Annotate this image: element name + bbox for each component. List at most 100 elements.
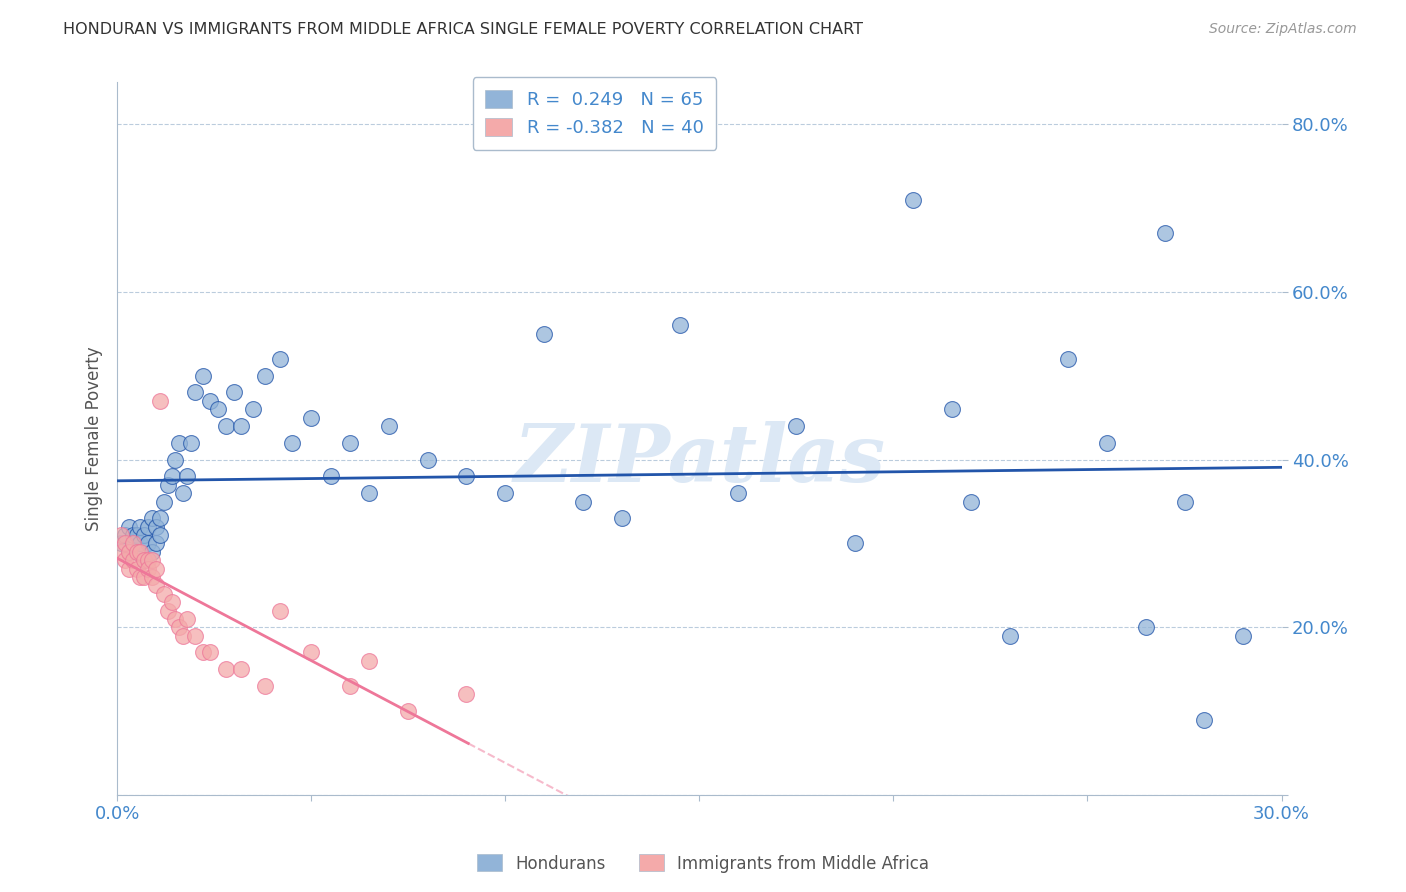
- Point: [269, 351, 291, 366]
- Point: [359, 654, 381, 668]
- Point: [110, 528, 132, 542]
- Point: [359, 486, 381, 500]
- Point: [152, 494, 174, 508]
- Point: [184, 385, 207, 400]
- Point: [1154, 226, 1177, 240]
- Legend: Hondurans, Immigrants from Middle Africa: Hondurans, Immigrants from Middle Africa: [470, 847, 936, 880]
- Point: [281, 435, 304, 450]
- Point: [156, 603, 179, 617]
- Point: [118, 519, 141, 533]
- Point: [169, 620, 191, 634]
- Point: [319, 469, 342, 483]
- Point: [215, 419, 238, 434]
- Point: [141, 570, 163, 584]
- Point: [785, 419, 807, 434]
- Point: [339, 679, 361, 693]
- Point: [129, 570, 152, 584]
- Point: [242, 402, 264, 417]
- Point: [141, 553, 163, 567]
- Point: [129, 519, 152, 533]
- Point: [165, 452, 187, 467]
- Point: [125, 545, 148, 559]
- Point: [160, 595, 183, 609]
- Point: [494, 486, 516, 500]
- Point: [141, 511, 163, 525]
- Point: [118, 545, 141, 559]
- Point: [118, 561, 141, 575]
- Point: [160, 469, 183, 483]
- Point: [125, 545, 148, 559]
- Point: [129, 545, 152, 559]
- Point: [253, 679, 276, 693]
- Point: [1192, 713, 1215, 727]
- Point: [378, 419, 401, 434]
- Point: [191, 645, 214, 659]
- Point: [134, 553, 156, 567]
- Point: [134, 570, 156, 584]
- Point: [299, 645, 322, 659]
- Point: [1173, 494, 1195, 508]
- Point: [110, 536, 132, 550]
- Point: [165, 612, 187, 626]
- Point: [1095, 435, 1118, 450]
- Point: [141, 545, 163, 559]
- Point: [207, 402, 229, 417]
- Point: [118, 545, 141, 559]
- Point: [231, 419, 253, 434]
- Point: [299, 410, 322, 425]
- Point: [145, 519, 167, 533]
- Point: [169, 435, 191, 450]
- Point: [396, 704, 419, 718]
- Point: [215, 662, 238, 676]
- Point: [125, 561, 148, 575]
- Point: [269, 603, 291, 617]
- Point: [727, 486, 749, 500]
- Point: [121, 528, 143, 542]
- Point: [610, 511, 633, 525]
- Text: Source: ZipAtlas.com: Source: ZipAtlas.com: [1209, 22, 1357, 37]
- Point: [136, 561, 159, 575]
- Point: [134, 553, 156, 567]
- Point: [136, 553, 159, 567]
- Point: [200, 645, 222, 659]
- Point: [960, 494, 983, 508]
- Point: [156, 477, 179, 491]
- Point: [110, 545, 132, 559]
- Point: [125, 528, 148, 542]
- Point: [222, 385, 245, 400]
- Point: [121, 553, 143, 567]
- Point: [114, 528, 136, 542]
- Point: [253, 368, 276, 383]
- Point: [1232, 629, 1254, 643]
- Point: [172, 486, 194, 500]
- Point: [149, 511, 172, 525]
- Point: [145, 578, 167, 592]
- Point: [149, 528, 172, 542]
- Point: [114, 536, 136, 550]
- Point: [416, 452, 439, 467]
- Point: [121, 536, 143, 550]
- Point: [572, 494, 595, 508]
- Point: [941, 402, 963, 417]
- Point: [339, 435, 361, 450]
- Point: [114, 553, 136, 567]
- Point: [1135, 620, 1157, 634]
- Legend: R =  0.249   N = 65, R = -0.382   N = 40: R = 0.249 N = 65, R = -0.382 N = 40: [472, 77, 717, 150]
- Point: [145, 536, 167, 550]
- Point: [145, 561, 167, 575]
- Point: [184, 629, 207, 643]
- Point: [844, 536, 866, 550]
- Point: [200, 393, 222, 408]
- Point: [129, 536, 152, 550]
- Point: [136, 519, 159, 533]
- Point: [180, 435, 202, 450]
- Point: [669, 318, 692, 333]
- Point: [533, 326, 555, 341]
- Point: [456, 687, 478, 701]
- Point: [1057, 351, 1080, 366]
- Point: [456, 469, 478, 483]
- Point: [901, 193, 924, 207]
- Point: [121, 536, 143, 550]
- Point: [134, 528, 156, 542]
- Point: [176, 469, 198, 483]
